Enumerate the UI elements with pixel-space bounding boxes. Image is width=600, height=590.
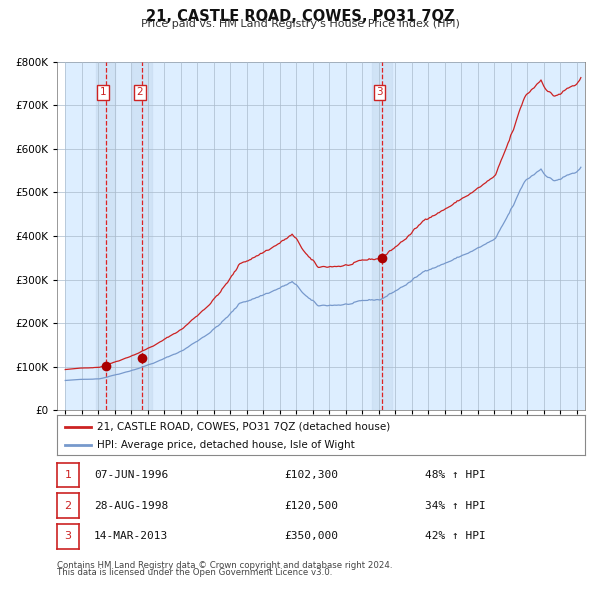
Bar (132, 62, 152, 410)
Bar (372, 62, 392, 410)
Bar (95, 62, 115, 410)
Text: 3: 3 (376, 87, 383, 97)
Text: 2: 2 (65, 501, 71, 511)
Text: Price paid vs. HM Land Registry's House Price Index (HPI): Price paid vs. HM Land Registry's House … (140, 19, 460, 30)
Text: 21, CASTLE ROAD, COWES, PO31 7QZ: 21, CASTLE ROAD, COWES, PO31 7QZ (146, 9, 454, 24)
Bar (57, 62, 65, 410)
Text: 2: 2 (136, 87, 143, 97)
Text: 48% ↑ HPI: 48% ↑ HPI (425, 470, 485, 480)
Text: 1: 1 (100, 87, 106, 97)
Text: Contains HM Land Registry data © Crown copyright and database right 2024.: Contains HM Land Registry data © Crown c… (57, 561, 392, 570)
Text: 07-JUN-1996: 07-JUN-1996 (94, 470, 168, 480)
Text: 14-MAR-2013: 14-MAR-2013 (94, 532, 168, 542)
Text: £102,300: £102,300 (284, 470, 338, 480)
Text: £120,500: £120,500 (284, 501, 338, 511)
Text: 28-AUG-1998: 28-AUG-1998 (94, 501, 168, 511)
Text: 42% ↑ HPI: 42% ↑ HPI (425, 532, 485, 542)
Text: 3: 3 (65, 532, 71, 542)
Text: £350,000: £350,000 (284, 532, 338, 542)
Text: HPI: Average price, detached house, Isle of Wight: HPI: Average price, detached house, Isle… (97, 441, 355, 450)
Text: 1: 1 (65, 470, 71, 480)
Text: 34% ↑ HPI: 34% ↑ HPI (425, 501, 485, 511)
Text: This data is licensed under the Open Government Licence v3.0.: This data is licensed under the Open Gov… (57, 568, 332, 577)
Text: 21, CASTLE ROAD, COWES, PO31 7QZ (detached house): 21, CASTLE ROAD, COWES, PO31 7QZ (detach… (97, 422, 390, 432)
